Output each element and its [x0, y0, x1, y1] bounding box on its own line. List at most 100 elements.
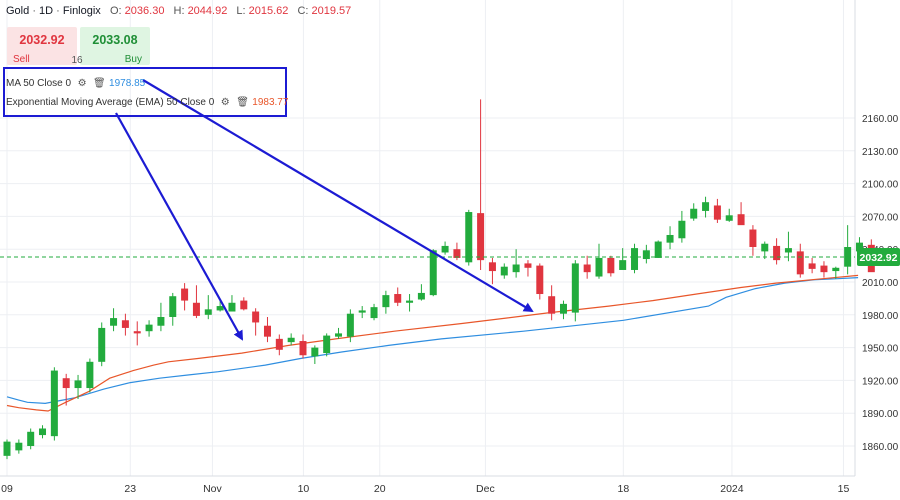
candle-body	[808, 263, 816, 269]
candle-body	[252, 311, 260, 323]
candle-body	[240, 300, 248, 310]
annotation-arrow-ma	[142, 79, 534, 313]
candle-body	[335, 333, 343, 337]
y-tick-label: 1890.00	[862, 409, 899, 420]
sell-button[interactable]: 2032.92 Sell	[7, 27, 77, 65]
candle-body	[145, 324, 153, 332]
candle-body	[512, 264, 520, 273]
candle-body	[181, 288, 189, 301]
ma-legend-label: MA 50 Close 0	[6, 78, 72, 89]
candle-body	[216, 306, 224, 311]
candle-body	[500, 266, 508, 276]
candle-body	[62, 378, 70, 389]
candle-body	[607, 257, 615, 274]
trash-icon[interactable]: 🗑	[93, 77, 106, 89]
close-value: 2019.57	[311, 5, 352, 17]
trash-icon[interactable]: 🗑	[236, 96, 249, 108]
candle-body	[157, 316, 165, 326]
x-tick-label: 09	[1, 483, 13, 495]
current-price-badge	[857, 247, 900, 266]
y-tick-label: 2160.00	[862, 114, 899, 125]
sell-label: Sell	[13, 54, 30, 65]
candle-body	[429, 250, 437, 296]
candle-body	[619, 260, 627, 270]
symbol-name[interactable]: Gold	[6, 5, 30, 17]
interval-label[interactable]: 1D	[39, 5, 54, 17]
candle-body	[796, 251, 804, 275]
candle-body	[761, 243, 769, 252]
candle-body	[784, 248, 792, 253]
candle-body	[678, 220, 686, 239]
candle-body	[275, 338, 283, 350]
candle-body	[571, 263, 579, 313]
y-tick-label: 2100.00	[862, 180, 899, 191]
candle-body	[642, 250, 650, 260]
x-tick-label: 2024	[720, 483, 744, 495]
x-tick-label: Nov	[203, 483, 222, 495]
chart-header: Gold · 1D · Finlogix O: 2036.30 H: 2044.…	[6, 5, 352, 17]
candle-body	[820, 265, 828, 273]
y-tick-label: 1920.00	[862, 376, 899, 387]
candle-body	[74, 380, 82, 389]
x-tick-label: 18	[618, 483, 630, 495]
y-tick-label: 1950.00	[862, 344, 899, 355]
candle-body	[299, 341, 307, 356]
annotation-arrow-ema	[115, 112, 243, 341]
ema-legend-label: Exponential Moving Average (EMA) 50 Clos…	[6, 97, 215, 108]
candle-body	[406, 300, 414, 303]
x-tick-label: Dec	[476, 483, 495, 495]
ma-line	[6, 277, 859, 405]
candle-body	[832, 267, 840, 272]
candle-body	[666, 234, 674, 243]
candle-body	[417, 292, 425, 300]
buy-price: 2033.08	[92, 33, 138, 47]
buy-label: Buy	[124, 54, 142, 65]
candle-body	[370, 307, 378, 319]
legend-row-ma[interactable]: MA 50 Close 0 ⚙ 🗑 1978.85	[6, 78, 145, 89]
candle-body	[311, 347, 319, 357]
quantity-field[interactable]: 16	[71, 55, 83, 66]
candle-body	[773, 245, 781, 261]
buy-button[interactable]: 2033.08 Buy	[80, 27, 150, 65]
candle-body	[50, 370, 58, 437]
candle-body	[713, 205, 721, 220]
candle-body	[465, 212, 473, 263]
sell-price: 2032.92	[19, 33, 65, 47]
candle-body	[702, 202, 710, 211]
candle-body	[654, 241, 662, 258]
y-tick-label: 2070.00	[862, 212, 899, 223]
candle-body	[453, 249, 461, 258]
open-value: 2036.30	[124, 5, 165, 17]
candle-body	[690, 208, 698, 219]
low-value: 2015.62	[248, 5, 289, 17]
close-label: C:	[297, 5, 309, 17]
candle-body	[737, 214, 745, 226]
candle-body	[204, 309, 212, 315]
candle-body	[631, 248, 639, 270]
candle-body	[98, 327, 106, 362]
legend-highlight-box	[3, 67, 287, 117]
candle-body	[595, 257, 603, 277]
candle-body	[133, 331, 141, 334]
candle-body	[346, 313, 354, 337]
low-label: L:	[236, 5, 246, 17]
ma-legend-value: 1978.85	[109, 78, 146, 89]
legend-row-ema[interactable]: Exponential Moving Average (EMA) 50 Clos…	[6, 97, 288, 108]
open-label: O:	[109, 5, 122, 17]
candle-body	[559, 303, 567, 314]
x-tick-label: 15	[838, 483, 850, 495]
candle-body	[86, 361, 94, 389]
candle-body	[441, 245, 449, 253]
gear-icon[interactable]: ⚙	[220, 96, 230, 108]
candle-body	[228, 302, 236, 312]
candle-body	[358, 310, 366, 313]
gear-icon[interactable]: ⚙	[77, 77, 87, 89]
candle-body	[263, 325, 271, 337]
candle-body	[287, 337, 295, 343]
y-tick-label: 2010.00	[862, 278, 899, 289]
x-tick-label: 23	[124, 483, 136, 495]
candle-body	[15, 442, 23, 451]
candle-body	[583, 264, 591, 273]
